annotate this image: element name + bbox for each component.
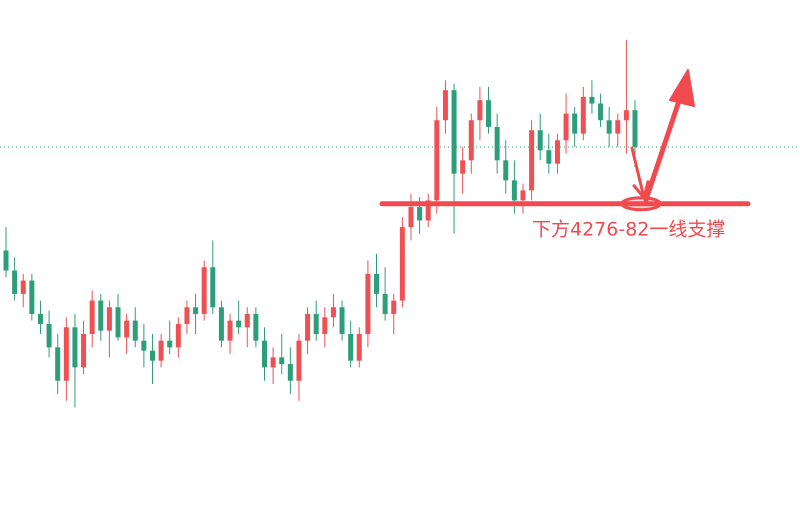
candle-body xyxy=(529,130,535,191)
candle-body xyxy=(356,333,362,361)
candle-body xyxy=(132,320,138,341)
candle-body xyxy=(322,317,328,334)
annotation-text: 下方4276-82一线支撑 xyxy=(532,219,725,241)
candle-body xyxy=(632,110,638,147)
candle-body xyxy=(184,307,190,324)
candle-body xyxy=(89,300,95,334)
candle-body xyxy=(46,323,52,348)
candle-body xyxy=(382,293,388,314)
annotation-drawing xyxy=(379,69,751,212)
candle-body xyxy=(296,340,302,381)
candle-body xyxy=(313,313,319,334)
candle-body xyxy=(330,307,336,318)
candle-body xyxy=(615,120,621,134)
candle-body xyxy=(20,280,26,294)
candle-body xyxy=(408,207,414,228)
candle-body xyxy=(460,160,466,174)
candle-body xyxy=(374,273,380,294)
candle-body xyxy=(554,140,560,164)
candle-body xyxy=(261,340,267,368)
candle-body xyxy=(425,200,431,221)
plot-area xyxy=(0,40,800,408)
up-arrow-head xyxy=(669,69,695,107)
candle-body xyxy=(141,340,147,351)
candle-body xyxy=(417,207,423,221)
candle-body xyxy=(477,100,483,121)
candle-body xyxy=(55,347,61,381)
candle-body xyxy=(227,320,233,341)
candle-body xyxy=(606,120,612,134)
candle-body xyxy=(12,270,18,294)
down-arrow xyxy=(630,146,650,200)
candle-body xyxy=(3,250,9,271)
candle-body xyxy=(305,313,311,341)
candle-body xyxy=(442,90,448,121)
candle-body xyxy=(253,313,259,341)
candle-body xyxy=(106,307,112,331)
candle-body xyxy=(158,340,164,361)
candle-body xyxy=(434,120,440,201)
candle-body xyxy=(468,120,474,161)
candle-body xyxy=(486,100,492,127)
candle-body xyxy=(201,267,207,314)
candle-body xyxy=(175,323,181,348)
candle-body xyxy=(98,300,104,331)
candle-body xyxy=(598,103,604,121)
highlight-ellipse xyxy=(620,196,662,212)
candle-body xyxy=(391,300,397,314)
candle-body xyxy=(236,320,242,328)
candle-body xyxy=(572,113,578,134)
candle-body xyxy=(193,307,199,314)
candle-body xyxy=(339,307,345,334)
candle-body xyxy=(37,313,43,324)
candle-body xyxy=(520,190,526,201)
candle-body xyxy=(287,364,293,381)
candle-body xyxy=(63,327,69,381)
up-arrow-shaft xyxy=(643,89,685,203)
candle-body xyxy=(511,180,517,201)
candle-body xyxy=(210,267,216,308)
candle-body xyxy=(451,90,457,174)
candle-body xyxy=(29,280,35,314)
candle-body xyxy=(270,357,276,368)
candle-body xyxy=(115,307,121,338)
candle-body xyxy=(537,130,543,151)
candle-body xyxy=(348,333,354,361)
candle-body xyxy=(218,307,224,341)
candle-body xyxy=(580,96,586,134)
candle-body xyxy=(72,327,78,368)
candle-body xyxy=(563,113,569,141)
candle-body xyxy=(124,320,130,338)
candle-body xyxy=(623,110,629,121)
candle-body xyxy=(494,126,500,161)
candle-body xyxy=(244,313,250,328)
candle-body xyxy=(503,160,509,181)
candle-body xyxy=(546,150,552,164)
candle-body xyxy=(167,340,173,348)
candle-body xyxy=(81,333,87,368)
candle-body xyxy=(589,96,595,104)
candle-body xyxy=(365,273,371,334)
candle-body xyxy=(279,357,285,365)
candle-body xyxy=(149,350,155,361)
candle-body xyxy=(399,227,405,301)
